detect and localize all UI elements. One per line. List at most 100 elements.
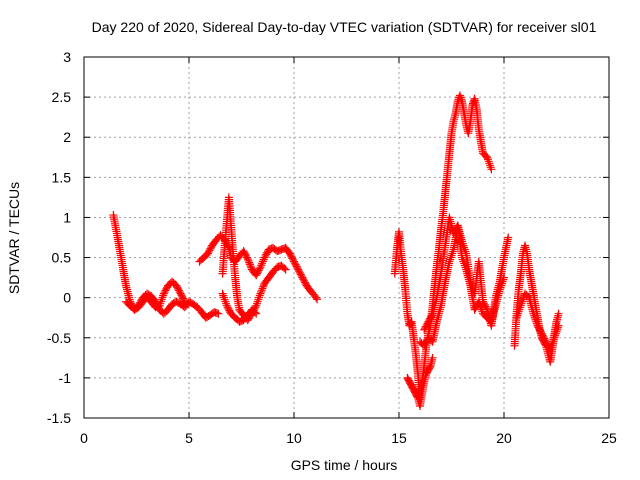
data-point xyxy=(250,308,259,317)
data-point xyxy=(158,293,167,302)
data-point xyxy=(476,301,485,310)
data-point xyxy=(486,163,495,172)
plot-frame xyxy=(83,56,610,419)
data-point xyxy=(497,279,506,288)
y-tick-label: -1.5 xyxy=(47,410,71,426)
data-point xyxy=(257,261,266,270)
data-point xyxy=(547,341,556,350)
data-point xyxy=(474,297,483,306)
data-point xyxy=(254,295,263,304)
data-point xyxy=(460,259,469,268)
y-axis-ticks: -1.5 -1 -0.5 0 0.5 1 1.5 2 2.5 3 xyxy=(47,49,609,426)
x-tick-label: 10 xyxy=(286,430,302,446)
y-tick-label: 0.5 xyxy=(52,250,72,266)
x-axis-title: GPS time / hours xyxy=(291,457,398,473)
data-point xyxy=(458,255,467,264)
data-point xyxy=(258,284,267,293)
y-tick-label: 2.5 xyxy=(52,89,72,105)
data-point xyxy=(518,295,527,304)
data-point xyxy=(214,309,223,318)
data-point xyxy=(221,297,230,306)
data-point xyxy=(495,285,504,294)
data-point xyxy=(458,253,466,262)
data-point xyxy=(159,291,168,300)
data-point xyxy=(552,327,561,336)
data-point xyxy=(461,263,470,272)
data-point xyxy=(546,343,555,352)
data-point xyxy=(484,157,493,166)
grid-lines xyxy=(84,57,609,418)
data-point xyxy=(514,309,522,318)
data-point xyxy=(546,345,555,354)
data-point xyxy=(532,317,541,326)
data-point xyxy=(313,295,322,304)
y-tick-label: 2 xyxy=(63,129,71,145)
data-points xyxy=(109,91,563,410)
y-tick-label: -1 xyxy=(59,370,72,386)
data-point xyxy=(475,299,484,308)
data-point xyxy=(220,295,229,304)
data-point xyxy=(512,313,521,322)
data-point xyxy=(459,257,468,266)
data-point xyxy=(259,282,268,291)
data-point xyxy=(498,277,507,286)
data-point xyxy=(252,309,261,318)
data-point xyxy=(517,299,526,308)
data-point xyxy=(477,305,486,314)
data-point xyxy=(157,295,166,304)
data-point xyxy=(487,165,496,174)
data-point xyxy=(514,307,523,316)
data-point xyxy=(255,264,264,273)
data-point xyxy=(457,95,466,104)
data-point xyxy=(554,309,563,318)
data-point xyxy=(220,293,228,302)
data-point xyxy=(256,289,265,298)
data-point xyxy=(500,273,508,282)
x-tick-label: 15 xyxy=(391,430,407,446)
chart-title: Day 220 of 2020, Sidereal Day-to-day VTE… xyxy=(92,19,597,35)
data-point xyxy=(281,265,290,274)
data-point xyxy=(244,256,253,265)
y-tick-label: 0 xyxy=(63,290,71,306)
data-point xyxy=(549,337,557,346)
data-point xyxy=(485,159,494,168)
data-point xyxy=(550,333,559,342)
data-point xyxy=(518,297,527,306)
data-point xyxy=(243,255,252,264)
data-point xyxy=(504,233,513,242)
data-point xyxy=(242,253,251,262)
x-tick-label: 20 xyxy=(496,430,512,446)
data-point xyxy=(219,291,228,300)
data-point xyxy=(448,247,457,256)
data-point xyxy=(447,251,456,260)
data-point xyxy=(413,392,422,401)
data-point xyxy=(496,283,505,292)
data-point xyxy=(448,249,457,258)
data-point xyxy=(428,353,437,362)
data-point xyxy=(532,319,541,328)
data-point xyxy=(252,301,261,310)
data-point xyxy=(312,293,321,302)
data-point xyxy=(258,259,267,268)
data-point xyxy=(530,311,539,320)
data-point xyxy=(456,93,465,102)
data-point xyxy=(446,255,455,264)
data-point xyxy=(246,262,255,271)
data-point xyxy=(497,281,506,290)
data-point xyxy=(245,260,254,269)
data-point xyxy=(218,289,227,298)
data-point xyxy=(476,303,485,312)
data-point xyxy=(259,255,268,264)
data-point xyxy=(523,292,532,301)
data-point xyxy=(529,309,538,318)
data-point xyxy=(255,291,264,300)
data-point xyxy=(446,253,455,262)
data-point xyxy=(513,311,522,320)
data-point xyxy=(551,329,560,338)
x-tick-label: 0 xyxy=(80,430,88,446)
y-tick-label: -0.5 xyxy=(47,330,71,346)
data-point xyxy=(516,301,525,310)
data-point xyxy=(549,335,558,344)
data-point xyxy=(531,315,540,324)
